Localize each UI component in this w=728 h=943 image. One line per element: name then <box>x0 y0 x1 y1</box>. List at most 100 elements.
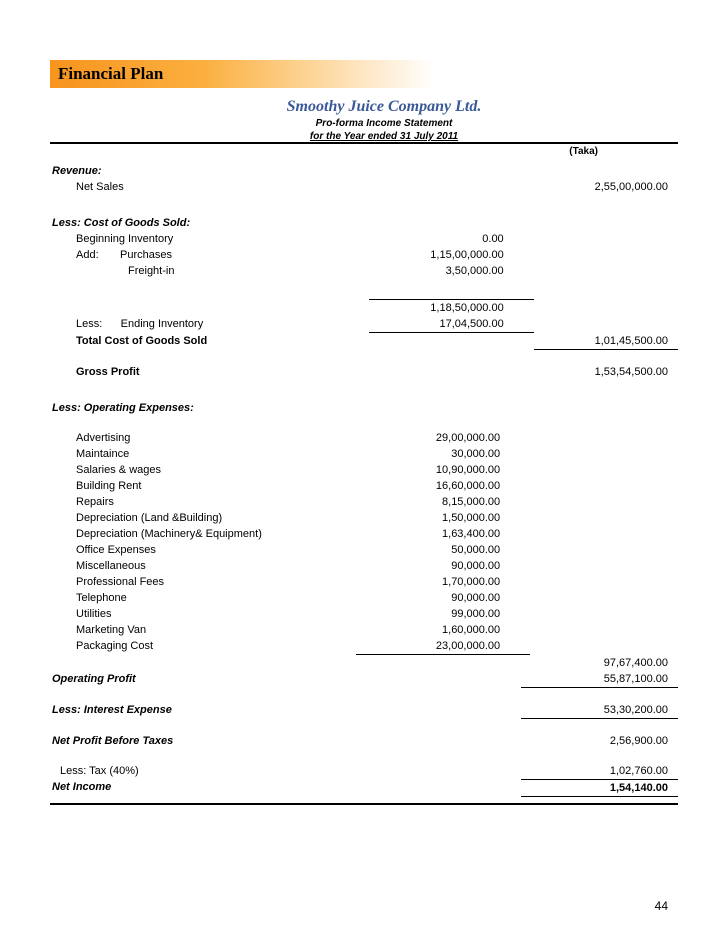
cogs-header: Less: Cost of Goods Sold: <box>50 215 678 231</box>
expense-value: 90,000.00 <box>356 558 530 574</box>
expense-label: Depreciation (Machinery& Equipment) <box>50 526 356 542</box>
expense-row: Depreciation (Machinery& Equipment)1,63,… <box>50 526 678 542</box>
total-opex-value: 97,67,400.00 <box>521 655 678 671</box>
gross-profit-value: 1,53,54,500.00 <box>534 364 678 380</box>
expense-row: Office Expenses50,000.00 <box>50 542 678 558</box>
expense-row: Building Rent16,60,000.00 <box>50 478 678 494</box>
subtotal1-value: 1,18,50,000.00 <box>369 300 533 317</box>
interest-expense-label: Less: Interest Expense <box>50 702 347 719</box>
expense-label: Salaries & wages <box>50 462 356 478</box>
expense-row: Marketing Van1,60,000.00 <box>50 622 678 638</box>
expense-label: Telephone <box>50 590 356 606</box>
total-opex-row: 97,67,400.00 <box>50 655 678 671</box>
interest-expense-row: Less: Interest Expense 53,30,200.00 <box>50 702 678 719</box>
net-income-label: Net Income <box>50 779 347 796</box>
operating-profit-label: Operating Profit <box>50 671 347 688</box>
beginning-inventory-label: Beginning Inventory <box>50 231 369 247</box>
expense-row: Telephone90,000.00 <box>50 590 678 606</box>
tax-value: 1,02,760.00 <box>521 763 678 780</box>
opex-header: Less: Operating Expenses: <box>50 400 678 416</box>
ending-inventory-row: Less: Ending Inventory 17,04,500.00 <box>50 316 678 333</box>
expense-row: Utilities99,000.00 <box>50 606 678 622</box>
expense-value: 16,60,000.00 <box>356 478 530 494</box>
section-header: Financial Plan <box>50 60 436 88</box>
document-page: Financial Plan Smoothy Juice Company Ltd… <box>0 0 728 943</box>
ending-inventory-label: Ending Inventory <box>121 318 204 330</box>
interest-expense-value: 53,30,200.00 <box>521 702 678 719</box>
total-cogs-value: 1,01,45,500.00 <box>534 333 678 350</box>
add-label: Add: <box>76 249 99 261</box>
npbt-label: Net Profit Before Taxes <box>50 733 347 749</box>
expense-value: 8,15,000.00 <box>356 494 530 510</box>
total-cogs-label: Total Cost of Goods Sold <box>50 333 369 350</box>
operating-profit-value: 55,87,100.00 <box>521 671 678 688</box>
beginning-inventory-row: Beginning Inventory 0.00 <box>50 231 678 247</box>
expense-value: 99,000.00 <box>356 606 530 622</box>
expense-label: Miscellaneous <box>50 558 356 574</box>
expense-value: 90,000.00 <box>356 590 530 606</box>
summary-table: 97,67,400.00 Operating Profit 55,87,100.… <box>50 655 678 797</box>
expense-label: Office Expenses <box>50 542 356 558</box>
expense-label: Professional Fees <box>50 574 356 590</box>
purchases-label: Purchases <box>120 249 172 261</box>
expenses-table: Advertising29,00,000.00Maintaince30,000.… <box>50 430 678 655</box>
expense-row: Advertising29,00,000.00 <box>50 430 678 446</box>
less-label: Less: <box>76 318 102 330</box>
company-title: Smoothy Juice Company Ltd. <box>90 98 678 116</box>
net-sales-label: Net Sales <box>50 179 369 195</box>
tax-label: Less: Tax (40%) <box>50 763 347 780</box>
gross-profit-label: Gross Profit <box>50 364 369 380</box>
expense-label: Repairs <box>50 494 356 510</box>
expense-row: Repairs8,15,000.00 <box>50 494 678 510</box>
expense-value: 23,00,000.00 <box>356 638 530 655</box>
revenue-header: Revenue: <box>50 163 678 179</box>
expense-value: 30,000.00 <box>356 446 530 462</box>
gross-profit-row: Gross Profit 1,53,54,500.00 <box>50 364 678 380</box>
freight-value: 3,50,000.00 <box>369 263 533 279</box>
divider-bottom <box>50 803 678 805</box>
expense-value: 1,60,000.00 <box>356 622 530 638</box>
net-income-value: 1,54,140.00 <box>521 779 678 796</box>
expense-value: 50,000.00 <box>356 542 530 558</box>
expense-value: 1,70,000.00 <box>356 574 530 590</box>
expense-value: 1,63,400.00 <box>356 526 530 542</box>
expense-value: 29,00,000.00 <box>356 430 530 446</box>
page-number: 44 <box>655 899 668 913</box>
expense-label: Building Rent <box>50 478 356 494</box>
expense-value: 1,50,000.00 <box>356 510 530 526</box>
statement-period: for the Year ended 31 July 2011 <box>90 131 678 142</box>
currency-label: (Taka) <box>50 144 678 163</box>
total-cogs-row: Total Cost of Goods Sold 1,01,45,500.00 <box>50 333 678 350</box>
purchases-value: 1,15,00,000.00 <box>369 247 533 263</box>
expense-row: Professional Fees1,70,000.00 <box>50 574 678 590</box>
npbt-row: Net Profit Before Taxes 2,56,900.00 <box>50 733 678 749</box>
revenue-label: Revenue: <box>50 163 369 179</box>
operating-profit-row: Operating Profit 55,87,100.00 <box>50 671 678 688</box>
cogs-label: Less: Cost of Goods Sold: <box>50 215 369 231</box>
freight-row: Freight-in 3,50,000.00 <box>50 263 678 279</box>
ending-inventory-value: 17,04,500.00 <box>369 316 533 333</box>
tax-row: Less: Tax (40%) 1,02,760.00 <box>50 763 678 780</box>
expense-value: 10,90,000.00 <box>356 462 530 478</box>
net-sales-row: Net Sales 2,55,00,000.00 <box>50 179 678 195</box>
net-income-row: Net Income 1,54,140.00 <box>50 779 678 796</box>
subtotal1-row: 1,18,50,000.00 <box>50 300 678 317</box>
net-sales-value: 2,55,00,000.00 <box>534 179 678 195</box>
expense-label: Maintaince <box>50 446 356 462</box>
statement-subtitle: Pro-forma Income Statement <box>90 118 678 129</box>
npbt-value: 2,56,900.00 <box>521 733 678 749</box>
expense-label: Advertising <box>50 430 356 446</box>
expense-label: Depreciation (Land &Building) <box>50 510 356 526</box>
expense-row: Packaging Cost23,00,000.00 <box>50 638 678 655</box>
income-statement-table: Revenue: Net Sales 2,55,00,000.00 Less: … <box>50 163 678 430</box>
expense-label: Packaging Cost <box>50 638 356 655</box>
expense-label: Utilities <box>50 606 356 622</box>
freight-label: Freight-in <box>50 263 369 279</box>
opex-label: Less: Operating Expenses: <box>50 400 369 416</box>
expense-row: Salaries & wages10,90,000.00 <box>50 462 678 478</box>
purchases-row: Add: Purchases 1,15,00,000.00 <box>50 247 678 263</box>
expense-label: Marketing Van <box>50 622 356 638</box>
expense-row: Miscellaneous90,000.00 <box>50 558 678 574</box>
beginning-inventory-value: 0.00 <box>369 231 533 247</box>
expense-row: Maintaince30,000.00 <box>50 446 678 462</box>
